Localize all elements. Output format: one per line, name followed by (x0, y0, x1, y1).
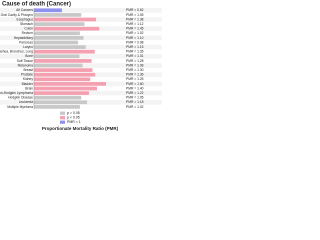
category-label: Brain (25, 86, 33, 90)
value-label: PMR = 1.38 (126, 17, 144, 21)
row-band (0, 8, 162, 13)
category-label: Hepatobiliary (14, 36, 34, 40)
bar (34, 68, 93, 72)
value-label: PMR = 1.18 (126, 100, 144, 104)
bar (34, 45, 86, 49)
category-label: Bladder (22, 82, 34, 86)
category-label: Melanoma (18, 63, 34, 67)
category-label: Trachea, Bronchus, Lung (0, 50, 33, 54)
bar (34, 86, 97, 91)
chart: Cause of death (Cancer) Proportionate Mo… (0, 0, 162, 135)
value-label: PMR = 1.30 (126, 68, 144, 72)
value-label: PMR = 1.05 (126, 96, 144, 100)
bar (34, 17, 97, 22)
bar (34, 77, 91, 82)
value-label: PMR = 1.22 (126, 91, 144, 95)
bar (34, 54, 80, 59)
value-label: PMR = 1.28 (126, 59, 144, 63)
bar (34, 26, 100, 31)
value-label: PMR = 1.10 (126, 36, 144, 40)
legend-label: p < 0.05 (67, 116, 80, 120)
bar (34, 59, 92, 63)
bar (34, 31, 80, 36)
legend-swatch (60, 120, 65, 124)
bar (34, 100, 88, 105)
bar (34, 40, 79, 45)
category-label: Esophagus (17, 17, 34, 21)
value-label: PMR = 1.45 (126, 27, 144, 31)
category-label: Kidney (23, 77, 33, 81)
category-label: Leukemia (19, 100, 33, 104)
value-label: PMR = 1.36 (126, 73, 144, 77)
category-label: Breast (23, 68, 33, 72)
category-label: Pancreas (19, 40, 33, 44)
category-label: Larynx (23, 45, 33, 49)
bar (34, 22, 85, 26)
bar (34, 63, 83, 68)
value-label: PMR = 0.98 (126, 40, 144, 44)
category-label: Colon (24, 27, 33, 31)
bar (34, 36, 84, 40)
row-band (0, 54, 162, 59)
bar (34, 13, 82, 17)
value-label: PMR = 1.25 (126, 77, 144, 81)
value-label: PMR = 1.12 (126, 22, 144, 26)
value-label: PMR = 1.60 (126, 82, 144, 86)
bar (34, 49, 95, 54)
category-label: Hodgkin Disease (8, 96, 33, 100)
value-label: PMR = 0.62 (126, 8, 144, 12)
value-label: PMR = 1.02 (126, 31, 144, 35)
category-label: Stomach (20, 22, 33, 26)
category-label: Rectum (22, 31, 34, 35)
value-label: PMR = 1.08 (126, 63, 144, 67)
value-label: PMR = 1.40 (126, 86, 144, 90)
chart-title: Cause of death (Cancer) (2, 2, 71, 8)
category-label: Oral Cavity & Pharynx (1, 13, 34, 17)
category-label: Soft Tissue (17, 59, 33, 63)
value-label: PMR = 1.02 (126, 105, 144, 109)
x-axis-label: Proportionate Mortality Ratio (PMR) (42, 126, 119, 131)
value-label: PMR = 1.01 (126, 54, 144, 58)
bar (34, 105, 80, 109)
value-label: PMR = 1.05 (126, 13, 144, 17)
legend-label: p > 0.05 (67, 111, 80, 115)
legend-swatch (60, 116, 65, 120)
bar (34, 72, 96, 77)
category-label: Multiple Myeloma (7, 105, 33, 109)
category-label: All Cancers (16, 8, 33, 12)
bar (34, 91, 89, 95)
legend-label: PMR < 1 (67, 120, 81, 124)
bar (34, 8, 62, 13)
category-label: Prostate (21, 73, 33, 77)
category-label: Bone (25, 54, 33, 58)
category-label: Non-Hodgkin Lymphoma (0, 91, 33, 95)
legend-swatch (60, 111, 65, 115)
value-label: PMR = 1.35 (126, 50, 144, 54)
bar (34, 82, 106, 86)
bar (34, 95, 82, 100)
value-label: PMR = 1.15 (126, 45, 144, 49)
